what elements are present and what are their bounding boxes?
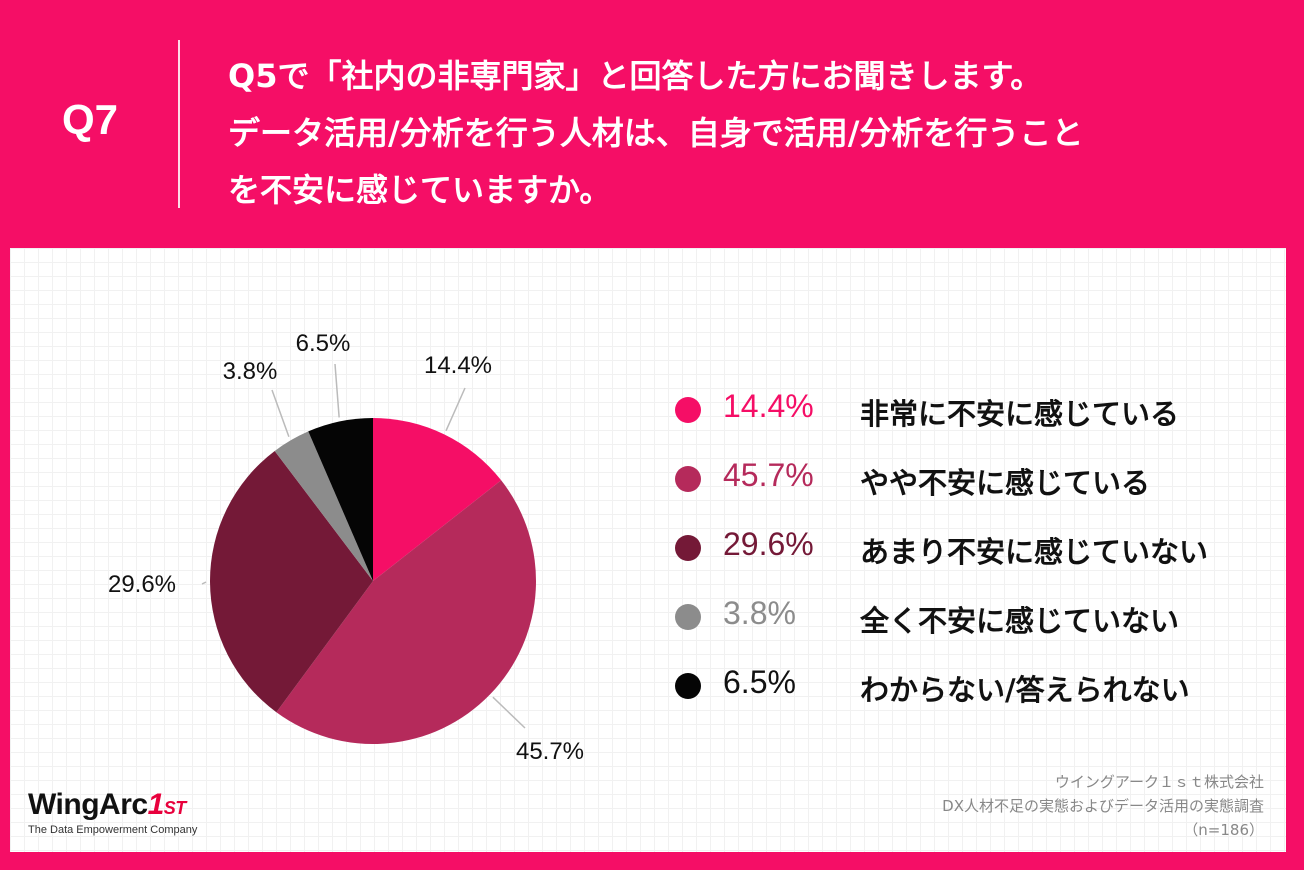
legend-swatch — [675, 604, 701, 630]
source-sample: （n=186） — [1183, 821, 1264, 839]
logo-tagline: The Data Empowerment Company — [28, 824, 198, 836]
source-company: ウイングアーク１ｓｔ株式会社 — [1054, 773, 1264, 791]
legend-percent: 29.6% — [723, 526, 814, 562]
source-note: ウイングアーク１ｓｔ株式会社 DX人材不足の実態およびデータ活用の実態調査 （n… — [942, 770, 1264, 842]
slice-data-label: 14.4% — [424, 352, 492, 379]
leader-line — [271, 389, 290, 437]
legend-label: やや不安に感じている — [860, 466, 1151, 500]
legend-percent: 6.5% — [723, 664, 796, 700]
legend-label: 全く不安に感じていない — [860, 604, 1180, 638]
legend-label: わからない/答えられない — [860, 673, 1190, 707]
pie-chart: 14.4% 45.7% 29.6% 3.8% 6.5% — [108, 330, 584, 765]
logo-st: ST — [163, 798, 187, 818]
logo-one: 1 — [147, 788, 165, 821]
question-number: Q7 — [62, 96, 119, 143]
legend-swatch — [675, 397, 701, 423]
slice-data-label: 45.7% — [516, 738, 584, 765]
leader-line — [201, 581, 207, 585]
logo-wordmark: WingArc1ST — [28, 788, 197, 822]
legend-swatch — [675, 673, 701, 699]
header-banner: Q7 Q5で「社内の非専門家」と回答した方にお聞きします。 データ活用/分析を行… — [0, 0, 1304, 248]
pie-slice — [308, 418, 373, 581]
chart-panel: 14.4% 45.7% 29.6% 3.8% 6.5% 14.4% 非常に不安に感じてい… — [10, 248, 1286, 852]
source-survey: DX人材不足の実態およびデータ活用の実態調査 — [942, 797, 1264, 815]
question-line: を不安に感じていますか。 — [228, 171, 612, 209]
question-line: データ活用/分析を行う人材は、自身で活用/分析を行うこと — [228, 114, 1084, 152]
pie-slice — [274, 431, 373, 581]
wingarc-logo: WingArc1ST The Data Empowerment Company — [28, 788, 197, 836]
legend-percent: 14.4% — [723, 388, 814, 424]
question-line: Q5で「社内の非専門家」と回答した方にお聞きします。 — [228, 57, 1043, 95]
legend-swatch — [675, 466, 701, 492]
legend-swatch — [675, 535, 701, 561]
question-text: Q5で「社内の非専門家」と回答した方にお聞きします。 データ活用/分析を行う人材… — [228, 48, 1278, 219]
slice-data-label: 6.5% — [296, 330, 351, 357]
legend-label: あまり不安に感じていない — [860, 535, 1209, 569]
leader-line — [334, 363, 340, 418]
pie-slice — [276, 480, 537, 745]
legend-label: 非常に不安に感じている — [860, 397, 1180, 431]
slice-data-label: 3.8% — [223, 358, 278, 385]
pie-slice — [209, 450, 373, 713]
slice-data-label: 29.6% — [108, 571, 176, 598]
legend-percent: 45.7% — [723, 457, 814, 493]
legend-percent: 3.8% — [723, 595, 796, 631]
logo-name: WingArc — [28, 788, 148, 821]
pie-slice — [373, 418, 502, 581]
leader-line — [445, 387, 466, 432]
leader-line — [492, 696, 526, 729]
header-divider — [178, 40, 180, 208]
